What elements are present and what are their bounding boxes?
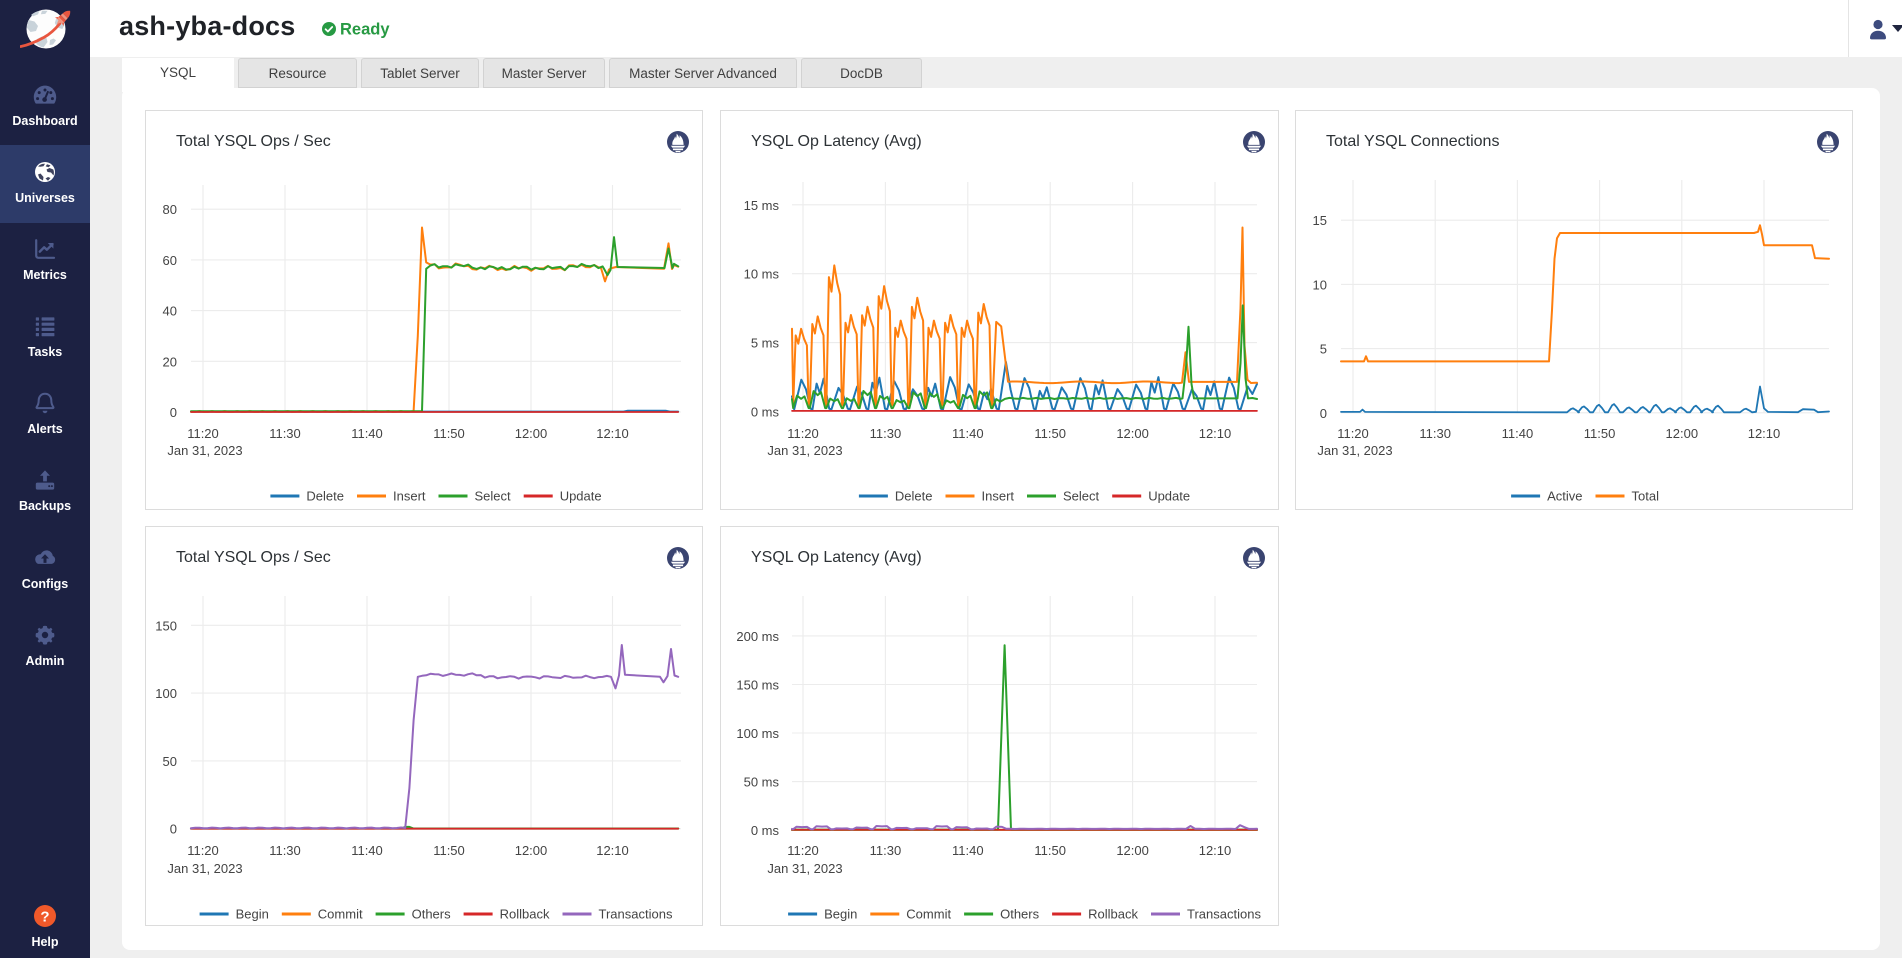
svg-text:Others: Others (412, 907, 452, 922)
svg-text:Update: Update (1148, 489, 1190, 504)
svg-text:80: 80 (163, 202, 177, 217)
svg-text:10 ms: 10 ms (744, 267, 780, 282)
svg-text:Update: Update (560, 489, 602, 504)
svg-text:0 ms: 0 ms (751, 823, 780, 838)
svg-text:12:10: 12:10 (1199, 426, 1232, 441)
svg-text:150: 150 (155, 618, 177, 633)
svg-text:Transactions: Transactions (1187, 907, 1261, 922)
svg-text:11:20: 11:20 (187, 426, 219, 441)
svg-text:Commit: Commit (318, 907, 363, 922)
svg-text:11:40: 11:40 (952, 426, 984, 441)
svg-text:40: 40 (163, 304, 177, 319)
svg-text:12:00: 12:00 (515, 426, 548, 441)
svg-text:Jan 31, 2023: Jan 31, 2023 (167, 443, 242, 458)
svg-text:60: 60 (163, 253, 177, 268)
svg-text:Ready: Ready (340, 21, 390, 39)
svg-text:YSQL Op Latency (Avg): YSQL Op Latency (Avg) (751, 549, 922, 566)
svg-text:Jan 31, 2023: Jan 31, 2023 (167, 861, 242, 876)
svg-text:0: 0 (170, 822, 177, 837)
svg-text:Total YSQL Ops / Sec: Total YSQL Ops / Sec (176, 133, 331, 150)
svg-text:Begin: Begin (236, 907, 269, 922)
svg-text:50 ms: 50 ms (744, 775, 780, 790)
svg-text:11:30: 11:30 (870, 843, 902, 858)
svg-text:12:00: 12:00 (1116, 843, 1149, 858)
svg-text:15 ms: 15 ms (744, 198, 780, 213)
svg-text:12:10: 12:10 (596, 843, 629, 858)
svg-text:?: ? (40, 909, 49, 926)
svg-text:15: 15 (1313, 213, 1327, 228)
svg-text:11:50: 11:50 (433, 426, 465, 441)
svg-text:Jan 31, 2023: Jan 31, 2023 (767, 861, 842, 876)
svg-text:12:10: 12:10 (1748, 426, 1781, 441)
svg-text:20: 20 (163, 354, 177, 369)
svg-text:Commit: Commit (906, 907, 951, 922)
svg-text:0: 0 (1320, 406, 1327, 421)
svg-text:Insert: Insert (982, 489, 1015, 504)
svg-text:12:00: 12:00 (1116, 426, 1149, 441)
svg-text:Total: Total (1632, 489, 1660, 504)
svg-text:11:50: 11:50 (1034, 843, 1066, 858)
svg-text:Delete: Delete (306, 489, 344, 504)
svg-text:11:30: 11:30 (1419, 426, 1451, 441)
svg-text:11:50: 11:50 (433, 843, 465, 858)
svg-text:11:30: 11:30 (870, 426, 902, 441)
svg-text:Begin: Begin (824, 907, 857, 922)
svg-text:Jan 31, 2023: Jan 31, 2023 (767, 443, 842, 458)
svg-text:11:30: 11:30 (269, 426, 301, 441)
svg-text:Active: Active (1547, 489, 1582, 504)
svg-text:YSQL Op Latency (Avg): YSQL Op Latency (Avg) (751, 133, 922, 150)
svg-text:11:20: 11:20 (787, 426, 819, 441)
svg-text:11:50: 11:50 (1034, 426, 1066, 441)
svg-text:5: 5 (1320, 342, 1327, 357)
svg-text:11:40: 11:40 (1502, 426, 1534, 441)
svg-text:Select: Select (475, 489, 512, 504)
svg-text:12:00: 12:00 (1666, 426, 1699, 441)
svg-text:150 ms: 150 ms (736, 678, 779, 693)
svg-text:12:10: 12:10 (596, 426, 629, 441)
svg-text:11:20: 11:20 (187, 843, 219, 858)
svg-text:0: 0 (170, 405, 177, 420)
svg-text:11:20: 11:20 (787, 843, 819, 858)
svg-text:100: 100 (155, 686, 177, 701)
svg-text:11:40: 11:40 (351, 426, 383, 441)
svg-text:Rollback: Rollback (500, 907, 550, 922)
svg-text:0 ms: 0 ms (751, 405, 780, 420)
svg-text:Total YSQL Ops / Sec: Total YSQL Ops / Sec (176, 549, 331, 566)
svg-text:Delete: Delete (895, 489, 933, 504)
svg-text:Jan 31, 2023: Jan 31, 2023 (1317, 443, 1392, 458)
svg-text:200 ms: 200 ms (736, 629, 779, 644)
svg-text:Rollback: Rollback (1088, 907, 1138, 922)
svg-text:Transactions: Transactions (599, 907, 673, 922)
svg-text:12:00: 12:00 (515, 843, 548, 858)
svg-text:12:10: 12:10 (1199, 843, 1232, 858)
svg-text:11:30: 11:30 (269, 843, 301, 858)
svg-text:11:40: 11:40 (952, 843, 984, 858)
svg-text:50: 50 (163, 754, 177, 769)
svg-text:Others: Others (1000, 907, 1040, 922)
svg-text:10: 10 (1313, 277, 1327, 292)
svg-text:11:40: 11:40 (351, 843, 383, 858)
svg-text:Select: Select (1063, 489, 1100, 504)
svg-text:5 ms: 5 ms (751, 336, 780, 351)
svg-text:Insert: Insert (393, 489, 426, 504)
svg-text:Total YSQL Connections: Total YSQL Connections (1326, 133, 1499, 150)
svg-text:11:20: 11:20 (1337, 426, 1369, 441)
svg-text:11:50: 11:50 (1584, 426, 1616, 441)
svg-text:100 ms: 100 ms (736, 726, 779, 741)
